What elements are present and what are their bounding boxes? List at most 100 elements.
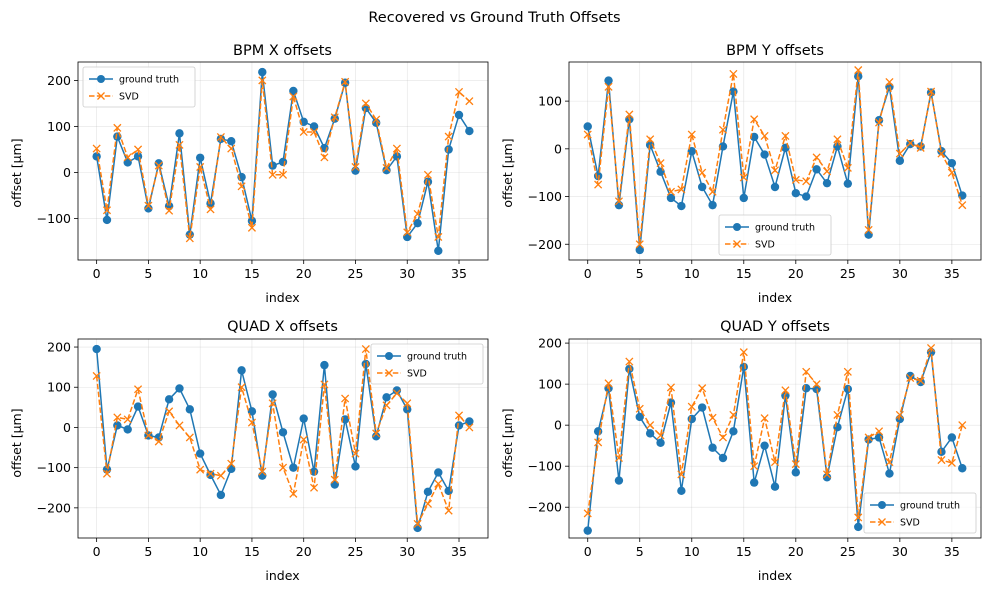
data-point-svd (216, 132, 225, 142)
x-tick-label: 0 (584, 266, 592, 281)
data-point-ground-truth (822, 473, 832, 482)
data-point-svd (739, 348, 748, 357)
data-point-ground-truth (268, 390, 277, 399)
data-point-svd (947, 458, 956, 467)
data-point-svd (434, 232, 443, 242)
data-point-ground-truth (164, 395, 174, 404)
data-point-svd (392, 389, 401, 398)
data-point-svd (444, 506, 453, 515)
data-point-ground-truth (175, 384, 184, 393)
data-point-svd (465, 97, 474, 106)
data-point-ground-truth (392, 386, 402, 395)
y-axis-label: offset [μm] (9, 408, 24, 477)
data-point-svd (916, 376, 925, 385)
data-point-svd (330, 113, 339, 122)
data-point-svd (646, 421, 655, 430)
data-point-svd (646, 135, 655, 144)
legend-label-ground-truth: ground truth (407, 352, 467, 363)
data-point-svd (196, 465, 205, 474)
data-point-svd (895, 149, 904, 158)
data-point-svd (237, 182, 246, 191)
data-point-ground-truth (423, 177, 433, 186)
plot-title: BPM Y offsets (726, 43, 824, 59)
data-point-svd (698, 168, 707, 177)
data-point-ground-truth (677, 486, 686, 496)
x-tick-label: 10 (684, 544, 700, 559)
data-point-svd (822, 470, 832, 479)
data-point-ground-truth (645, 429, 655, 438)
data-point-svd (885, 458, 894, 467)
data-point-svd (604, 379, 613, 388)
data-point-svd (206, 205, 215, 214)
data-point-svd (781, 131, 790, 141)
plot-bpm-y: BPM Y offsets index offset [μm] 0 5 10 15 20… (500, 43, 982, 305)
data-point-svd (927, 87, 936, 96)
data-point-svd (330, 475, 339, 484)
y-tick-label: 200 (538, 336, 562, 351)
data-point-ground-truth (583, 526, 592, 535)
data-point-svd (927, 343, 936, 353)
data-point-ground-truth (195, 153, 205, 162)
data-point-svd (770, 458, 780, 467)
y-tick-label: 100 (538, 377, 562, 392)
data-point-svd (833, 135, 842, 144)
x-tick-label: 35 (944, 544, 960, 559)
data-point-svd (382, 163, 391, 172)
data-point-svd (175, 421, 184, 430)
data-point-svd (278, 170, 288, 179)
data-point-svd (677, 470, 686, 479)
data-point-ground-truth (958, 464, 967, 473)
x-tick-label: 20 (788, 266, 804, 281)
x-tick-label: 5 (144, 266, 152, 281)
data-point-svd (403, 399, 412, 408)
data-point-svd (154, 437, 163, 446)
data-point-svd (351, 162, 360, 172)
x-tick-label: 20 (296, 266, 312, 281)
data-point-ground-truth (625, 364, 634, 374)
data-point-svd (760, 414, 769, 423)
data-point-ground-truth (791, 189, 801, 198)
data-point-ground-truth (666, 193, 676, 203)
x-tick-label: 20 (788, 544, 804, 559)
data-point-ground-truth (708, 200, 717, 210)
data-point-ground-truth (937, 447, 946, 457)
data-point-svd (289, 489, 298, 498)
data-point-svd (247, 418, 256, 427)
x-tick-label: 25 (840, 266, 856, 281)
data-point-ground-truth (656, 438, 665, 448)
y-tick-label: 200 (47, 73, 71, 88)
data-point-svd (698, 384, 707, 393)
data-point-svd (635, 404, 644, 413)
data-point-svd (594, 438, 603, 447)
data-point-svd (465, 423, 474, 432)
data-point-svd (444, 132, 453, 141)
x-tick-label: 25 (348, 266, 364, 281)
data-point-ground-truth (760, 441, 769, 450)
data-point-ground-truth (454, 421, 464, 430)
data-point-svd (372, 429, 381, 438)
legend-box (863, 492, 977, 534)
y-tick-label: −100 (37, 211, 71, 226)
data-point-ground-truth (185, 405, 195, 414)
data-point-svd (750, 462, 759, 471)
data-point-svd (341, 77, 350, 86)
x-tick-label: 0 (93, 544, 101, 559)
data-point-svd (175, 140, 184, 149)
data-point-svd (403, 228, 412, 237)
data-point-ground-truth (413, 218, 422, 228)
x-tick-label: 25 (840, 544, 856, 559)
data-point-svd (320, 380, 329, 389)
data-point-svd (614, 197, 623, 206)
data-point-svd (299, 435, 308, 444)
data-point-svd (123, 415, 132, 424)
data-point-svd (906, 373, 915, 383)
data-point-ground-truth (760, 150, 769, 159)
data-point-ground-truth (216, 490, 226, 500)
data-point-ground-truth (289, 86, 298, 96)
data-point-ground-truth (278, 428, 288, 437)
y-tick-label: −200 (37, 500, 71, 515)
x-axis-label: index (265, 568, 299, 583)
data-point-svd (258, 467, 267, 476)
data-point-svd (454, 411, 464, 420)
data-point-ground-truth (434, 246, 443, 255)
